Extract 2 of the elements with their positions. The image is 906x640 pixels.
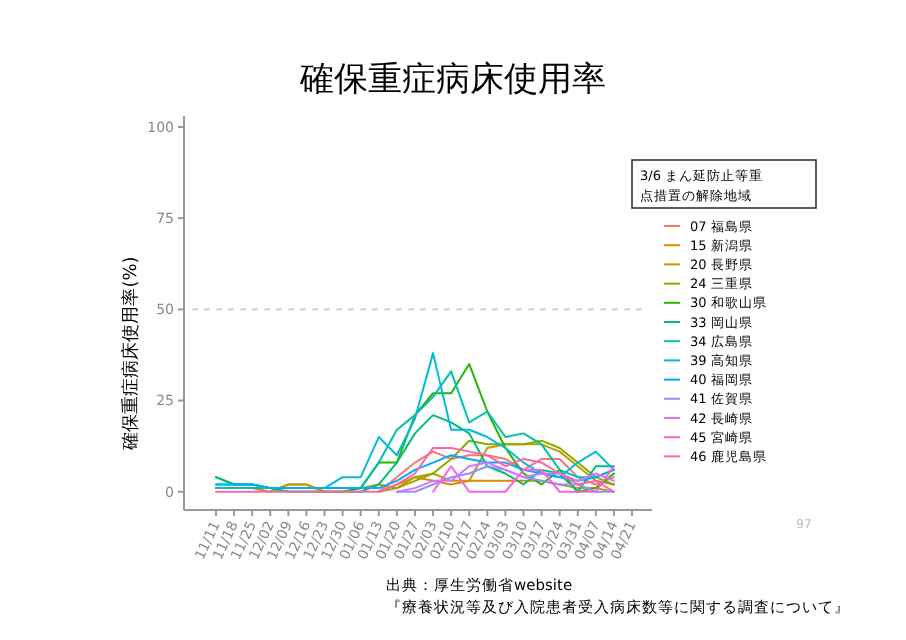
y-axis-title: 確保重症病床使用率(%)	[120, 256, 142, 452]
chart-title: 確保重症病床使用率	[298, 60, 606, 100]
